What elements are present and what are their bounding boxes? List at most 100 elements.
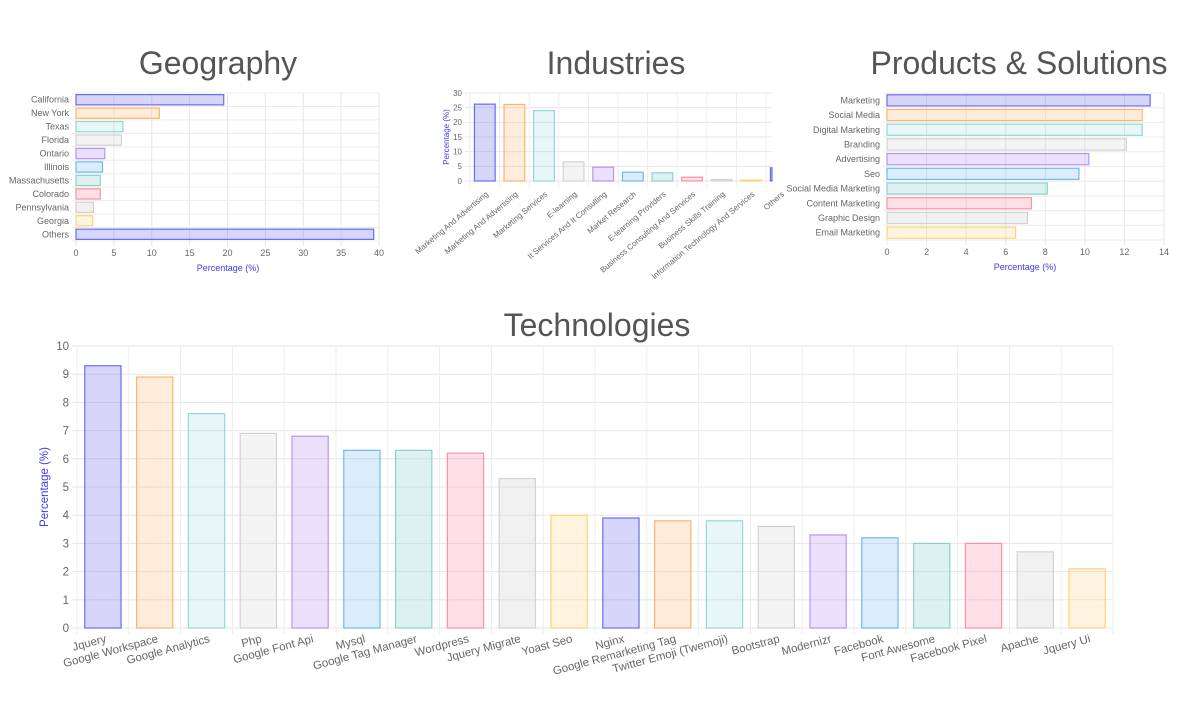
bar[interactable] [886, 94, 1151, 107]
bar[interactable] [912, 542, 951, 629]
x-tick-label: 20 [222, 248, 232, 258]
y-axis-label: Percentage (%) [442, 109, 451, 165]
bar[interactable] [861, 537, 899, 629]
x-tick-label: 2 [924, 247, 929, 257]
bar[interactable] [592, 166, 615, 182]
chart-title: Industries [547, 45, 686, 81]
bar[interactable] [705, 520, 744, 629]
bar[interactable] [769, 167, 773, 182]
x-tick-label: Php [240, 633, 263, 650]
x-tick-label: 12 [1119, 247, 1129, 257]
x-tick-label: 35 [336, 248, 346, 258]
chart-products: Products & Solutions 0 2 4 6 8 10 12 14 Marketing… [786, 45, 1169, 272]
y-axis-label: Percentage (%) [39, 447, 51, 527]
bar[interactable] [75, 174, 101, 187]
x-tick-label: 0 [73, 248, 78, 258]
bar[interactable] [394, 449, 433, 629]
bar[interactable] [886, 226, 1017, 239]
y-tick-label: 0 [458, 177, 463, 186]
bar[interactable] [681, 176, 703, 182]
bar[interactable] [343, 449, 381, 629]
x-tick-label: Yoast Seo [521, 633, 574, 658]
bar[interactable] [473, 103, 496, 182]
y-tick-label: California [31, 95, 69, 105]
bar[interactable] [886, 182, 1048, 195]
y-tick-label: Others [42, 229, 70, 239]
bar[interactable] [886, 138, 1128, 151]
x-tick-label: Jquery Ui [1042, 633, 1092, 657]
bar[interactable] [75, 107, 160, 119]
y-tick-label: 2 [63, 567, 69, 579]
bar[interactable] [710, 178, 733, 182]
y-tick-label: Digital Marketing [813, 125, 880, 135]
y-tick-label: 30 [453, 89, 462, 98]
x-tick-label: 30 [298, 248, 308, 258]
y-tick-label: Marketing [840, 95, 880, 105]
y-tick-label: 0 [63, 623, 69, 635]
x-tick-label: 14 [1159, 247, 1169, 257]
bar[interactable] [75, 201, 95, 214]
y-tick-label: 3 [63, 538, 69, 550]
bar[interactable] [886, 152, 1090, 166]
bar[interactable] [291, 435, 329, 629]
bar[interactable] [75, 215, 94, 227]
y-tick-label: Email Marketing [815, 228, 880, 238]
bar[interactable] [75, 120, 124, 133]
bar[interactable] [84, 365, 122, 629]
bar[interactable] [740, 179, 763, 182]
bar[interactable] [75, 94, 225, 106]
bar[interactable] [621, 171, 644, 182]
bar[interactable] [503, 103, 526, 182]
bar[interactable] [809, 534, 847, 629]
bar[interactable] [602, 517, 640, 629]
bar[interactable] [75, 134, 123, 146]
y-tick-label: 7 [63, 426, 69, 438]
bar[interactable] [651, 172, 674, 182]
bar[interactable] [653, 520, 692, 629]
x-tick-label: 0 [884, 247, 889, 257]
y-tick-label: 10 [56, 341, 69, 353]
bar[interactable] [886, 108, 1143, 122]
bar[interactable] [75, 228, 375, 240]
bar[interactable] [75, 161, 104, 173]
bar[interactable] [886, 123, 1143, 136]
chart-title: Products & Solutions [870, 45, 1167, 81]
x-tick-label: Marketing Services [491, 190, 549, 241]
x-tick-label: 6 [1003, 247, 1008, 257]
bar[interactable] [964, 542, 1003, 629]
x-tick-label: 4 [964, 247, 969, 257]
y-tick-label: Branding [844, 139, 880, 149]
chart-title: Technologies [504, 307, 691, 343]
bar[interactable] [1068, 568, 1106, 629]
y-tick-label: 1 [63, 595, 69, 607]
bar[interactable] [498, 477, 537, 629]
bar[interactable] [886, 167, 1080, 181]
bar[interactable] [135, 376, 174, 629]
bar[interactable] [757, 525, 796, 629]
bar[interactable] [562, 161, 585, 182]
bar[interactable] [550, 514, 588, 629]
y-tick-label: Content Marketing [806, 198, 880, 208]
y-tick-label: 15 [453, 133, 462, 142]
bar[interactable] [75, 147, 106, 160]
y-tick-label: Social Media Marketing [786, 184, 880, 194]
bar[interactable] [446, 452, 485, 629]
y-tick-label: Ontario [39, 149, 69, 159]
y-tick-label: Illinois [44, 162, 70, 172]
x-tick-label: 10 [147, 248, 157, 258]
x-tick-label: Apache [999, 633, 1040, 655]
bar[interactable] [886, 211, 1029, 225]
x-tick-label: 8 [1043, 247, 1048, 257]
bar[interactable] [533, 109, 555, 182]
bar[interactable] [187, 413, 226, 629]
y-tick-label: 10 [453, 147, 462, 156]
bar[interactable] [886, 197, 1033, 210]
x-tick-label: 15 [185, 248, 195, 258]
y-tick-label: New York [31, 108, 70, 118]
bar[interactable] [1016, 551, 1055, 629]
y-tick-label: Pennsylvania [15, 202, 69, 212]
bar[interactable] [239, 432, 278, 629]
bar[interactable] [75, 188, 101, 200]
y-tick-label: 6 [63, 454, 69, 466]
